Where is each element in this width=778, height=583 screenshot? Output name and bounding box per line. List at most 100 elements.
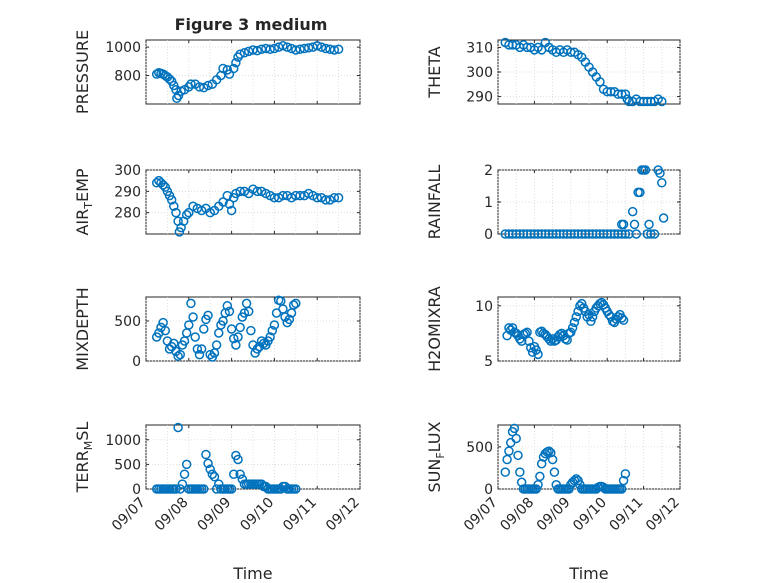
y-axis-label: MIXDEPTH: [73, 287, 92, 370]
data-point: [164, 74, 175, 84]
data-point: [655, 168, 665, 178]
data-point: [617, 484, 627, 494]
y-tick-label: 1000: [105, 40, 141, 56]
data-point: [211, 340, 222, 350]
data-point: [222, 190, 233, 201]
y-tick-label: 500: [466, 440, 493, 456]
data-point: [231, 58, 241, 68]
x-axis-label: Time: [232, 564, 272, 583]
data-point: [252, 344, 263, 354]
y-axis-label: RAINFALL: [425, 165, 444, 240]
x-tick-label: 09/10: [570, 495, 610, 535]
axes-background: [497, 424, 681, 490]
data-point: [617, 313, 627, 323]
data-point: [509, 423, 520, 434]
axes-background: [145, 424, 361, 490]
data-point: [235, 322, 245, 333]
data-point: [188, 312, 198, 322]
data-point: [629, 219, 640, 230]
y-axis-label: PRESSURE: [73, 30, 92, 114]
data-point: [186, 79, 196, 89]
data-point: [218, 63, 228, 74]
data-point: [267, 325, 278, 336]
y-tick-label: 1: [484, 195, 493, 211]
data-point: [522, 327, 532, 338]
data-point: [618, 219, 629, 230]
data-point: [620, 229, 631, 239]
data-point: [316, 42, 327, 52]
data-point: [226, 484, 237, 494]
x-tick-label: 09/09: [534, 495, 574, 535]
x-tick-label: 09/08: [497, 495, 537, 535]
data-point: [201, 449, 211, 460]
data-point: [235, 469, 245, 479]
y-tick-label: 0: [484, 482, 493, 498]
data-point: [235, 186, 245, 197]
y-tick-label: 290: [466, 90, 493, 106]
y-tick-label: 280: [114, 206, 141, 222]
data-point: [205, 464, 215, 475]
subplot-2: 290 300 310 THETA: [425, 37, 681, 107]
data-point: [533, 349, 543, 360]
x-tick-label: 09/07: [461, 495, 501, 535]
data-point: [649, 229, 660, 239]
data-point: [547, 454, 558, 465]
data-point: [329, 192, 340, 203]
data-point: [175, 349, 185, 360]
data-point: [657, 178, 667, 188]
data-point: [321, 43, 331, 54]
data-point: [617, 89, 627, 99]
data-point: [190, 332, 200, 342]
x-tick-label: 09/08: [152, 495, 192, 535]
y-tick-label: 310: [466, 40, 493, 56]
data-point: [203, 80, 213, 91]
x-tick-label: 09/09: [195, 495, 235, 535]
data-point: [239, 308, 250, 318]
data-point: [224, 306, 235, 317]
y-axis-label: SUNFLUX: [425, 421, 447, 492]
x-tick-label: 09/07: [109, 495, 149, 535]
data-point: [586, 316, 596, 327]
data-point: [269, 320, 280, 330]
data-point: [224, 199, 235, 209]
data-point: [627, 206, 638, 217]
y-tick-label: 2: [484, 163, 493, 179]
x-tick-label: 09/11: [280, 495, 320, 535]
data-point: [569, 317, 580, 328]
data-point: [511, 433, 521, 444]
data-point: [640, 165, 651, 175]
data-point: [618, 475, 629, 486]
y-tick-label: 1000: [105, 433, 141, 449]
data-point: [303, 43, 314, 53]
y-tick-label: 0: [484, 227, 493, 243]
data-point: [151, 178, 162, 188]
data-point: [531, 345, 541, 355]
y-tick-label: 290: [114, 184, 141, 200]
x-axis-label: Time: [568, 564, 608, 583]
data-point: [166, 195, 177, 205]
figure-title: Figure 3 medium: [175, 15, 328, 34]
data-point: [171, 207, 181, 218]
data-point: [282, 42, 292, 52]
y-axis-label: AIRTEMP: [73, 168, 95, 235]
data-point: [218, 197, 228, 207]
data-point: [567, 323, 578, 333]
data-point: [154, 328, 164, 338]
data-point: [536, 458, 547, 469]
data-point: [194, 349, 205, 360]
data-point: [646, 229, 656, 239]
data-point: [173, 351, 183, 361]
data-point: [228, 469, 239, 479]
data-point: [635, 187, 645, 198]
data-point: [252, 186, 263, 197]
data-point: [228, 63, 239, 74]
data-point: [222, 301, 233, 311]
data-point: [265, 332, 275, 342]
data-point: [533, 480, 543, 490]
data-point: [571, 312, 582, 322]
data-point: [500, 467, 511, 477]
data-point: [312, 192, 322, 203]
